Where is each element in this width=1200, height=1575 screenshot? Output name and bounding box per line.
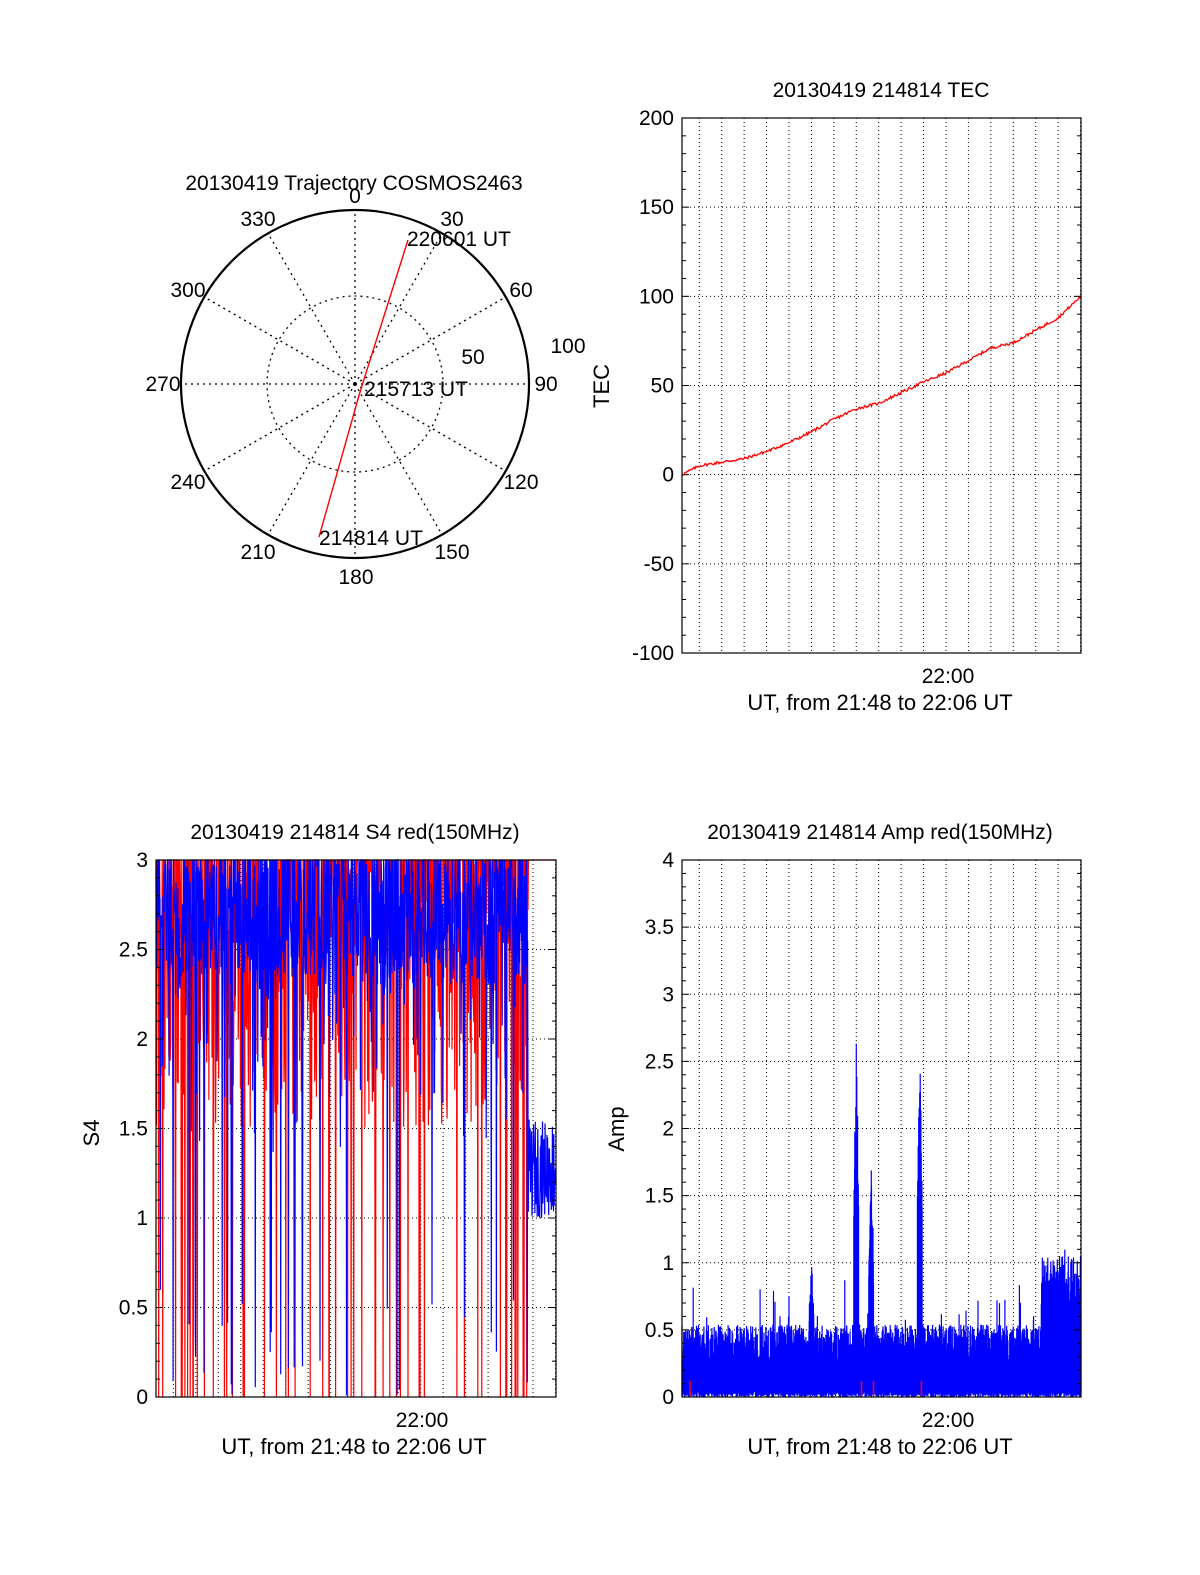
s4-blue-series [155,858,557,1396]
amp-chart: 20130419 214814 Amp red(150MHz) 0 0.5 1 1.5… [604,821,1082,1459]
radial-label-100: 100 [550,335,585,358]
s4-y-ticks: 0 0.5 1 1.5 2 2.5 3 [119,849,556,1409]
trajectory-mid-label: 215713 UT [364,378,468,401]
y-tick-label: 0.5 [119,1297,148,1320]
angle-label-330: 330 [240,208,275,231]
angle-label-210: 210 [240,541,275,564]
tec-y-ticks: -100 -50 0 50 100 150 200 [632,107,1081,665]
s4-chart: 20130419 214814 S4 red(150MHz) 0 0.5 1 1.5 2… [79,821,557,1459]
tec-grid [682,118,1082,653]
y-tick-label: 0.5 [645,1319,674,1342]
y-tick-label: 1.5 [645,1185,674,1208]
angle-label-120: 120 [503,471,538,494]
polar-title: 20130419 Trajectory COSMOS2463 [185,172,522,195]
radial-label-50: 50 [461,346,484,369]
y-tick-label: -100 [632,642,674,665]
amp-red-series [689,1380,923,1397]
polar-angle-labels: 0 30 60 90 120 150 180 210 240 270 300 3… [145,185,557,589]
y-tick-label: 200 [639,107,674,130]
y-tick-label: 3 [662,983,674,1006]
polar-spoke [354,296,507,385]
y-tick-label: 3 [136,849,148,872]
amp-xlabel: UT, from 21:48 to 22:06 UT [747,1434,1012,1459]
y-tick-label: 1 [662,1252,674,1275]
y-tick-label: 100 [639,285,674,308]
y-tick-label: 0 [136,1386,148,1409]
polar-chart: 20130419 Trajectory COSMOS2463 0 30 60 9… [145,172,585,589]
trajectory-line [318,239,409,538]
polar-grid [181,210,529,558]
y-tick-label: 0 [662,464,674,487]
trajectory-start-label: 214814 UT [319,527,423,550]
amp-grid [682,860,1082,1397]
y-tick-label: 2 [662,1118,674,1141]
tec-chart: 20130419 214814 TEC -100-50050100150200 … [589,79,1082,715]
polar-outer-circle [179,208,531,560]
angle-label-150: 150 [434,541,469,564]
y-tick-label: 2.5 [119,939,148,962]
polar-spoke [267,232,356,385]
angle-label-90: 90 [534,373,557,396]
polar-spoke [354,383,507,472]
angle-label-240: 240 [170,471,205,494]
polar-spoke [203,383,356,472]
y-tick-label: 50 [651,375,674,398]
polar-spoke [354,232,443,385]
amp-title: 20130419 214814 Amp red(150MHz) [707,821,1053,844]
angle-label-270: 270 [145,373,180,396]
y-tick-label: 3.5 [645,916,674,939]
polar-spoke [354,383,443,536]
amp-xtick-2200: 22:00 [922,1409,975,1432]
y-tick-label: 0 [662,1386,674,1409]
amp-plot-frame [681,859,1082,1398]
s4-xtick-2200: 22:00 [396,1409,449,1432]
amp-blue-series [681,1043,1082,1397]
angle-label-60: 60 [509,279,532,302]
tec-xlabel: UT, from 21:48 to 22:06 UT [747,690,1012,715]
polar-ring-50 [266,295,444,473]
y-tick-label: 2 [136,1028,148,1051]
polar-spoke [203,296,356,385]
y-tick-label: 1.5 [119,1118,148,1141]
angle-label-30: 30 [440,208,463,231]
y-tick-label: 4 [662,849,674,872]
angle-label-300: 300 [170,279,205,302]
s4-plot-frame [155,859,557,1398]
polar-spoke [267,383,356,536]
amp-ylabel: Amp [604,1106,629,1151]
s4-xlabel: UT, from 21:48 to 22:06 UT [221,1434,486,1459]
trajectory-end-label: 220601 UT [407,228,511,251]
y-tick-label: 1 [136,1207,148,1230]
tec-ylabel: TEC [589,364,614,408]
s4-title: 20130419 214814 S4 red(150MHz) [190,821,519,844]
amp-y-ticks: 0 0.5 1 1.5 2 2.5 3 3.5 4 [645,849,1081,1409]
y-tick-label: 150 [639,196,674,219]
y-tick-label: 2.5 [645,1050,674,1073]
tec-title: 20130419 214814 TEC [773,79,990,102]
y-tick-label: -50 [644,553,674,576]
tec-series-line [681,296,1082,476]
angle-label-0: 0 [349,185,361,208]
angle-label-180: 180 [338,566,373,589]
s4-ylabel: S4 [79,1120,104,1147]
tec-xtick-2200: 22:00 [922,665,975,688]
tec-plot-frame [681,117,1082,654]
